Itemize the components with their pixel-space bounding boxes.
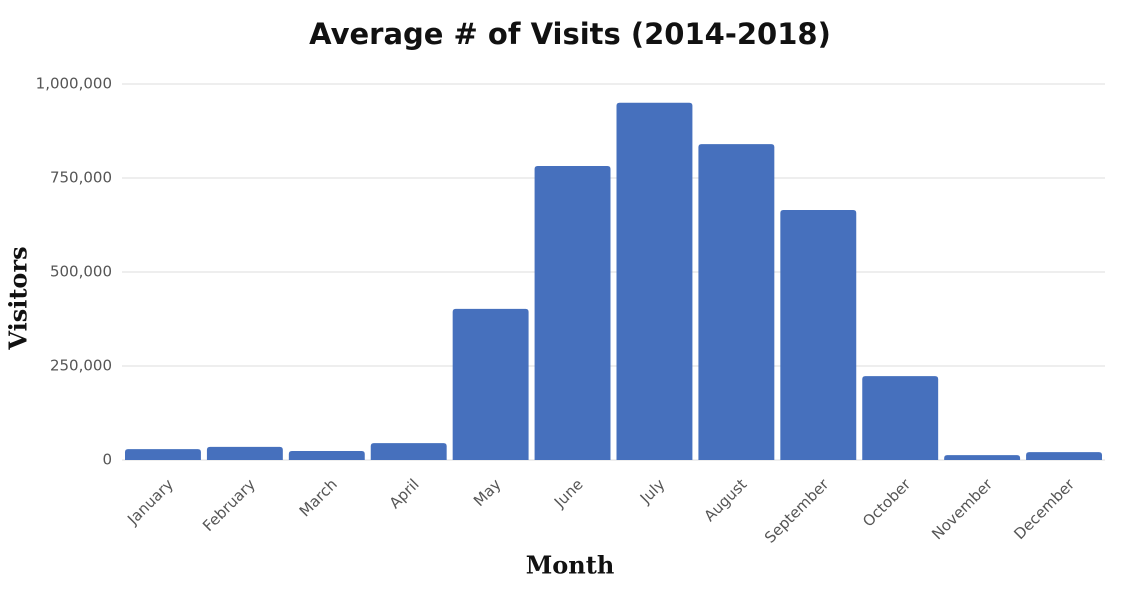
x-tick-label: February <box>199 475 259 535</box>
bar <box>698 144 775 460</box>
bar <box>370 443 447 460</box>
bar <box>780 209 857 460</box>
x-tick-label: January <box>123 475 177 529</box>
x-tick-label: June <box>550 475 587 512</box>
bar <box>125 449 201 460</box>
x-axis-label: Month <box>526 551 615 580</box>
y-tick-label: 1,000,000 <box>36 75 112 93</box>
x-tick-label: November <box>928 475 996 543</box>
bar <box>452 308 529 460</box>
x-tick-label: October <box>859 475 915 531</box>
x-tick-label: August <box>701 475 751 525</box>
bar <box>288 450 365 460</box>
y-axis-label: Visitors <box>4 246 33 350</box>
x-tick-label: July <box>636 475 669 508</box>
bar <box>206 446 283 460</box>
y-tick-label: 750,000 <box>50 169 112 187</box>
bar <box>1026 452 1102 460</box>
x-tick-label: September <box>761 475 833 547</box>
x-tick-label: April <box>386 475 423 512</box>
x-tick-label: March <box>296 475 341 520</box>
y-tick-label: 250,000 <box>50 357 112 375</box>
bar <box>616 102 693 461</box>
x-tick-label: May <box>470 475 505 510</box>
bar <box>862 376 939 460</box>
bar <box>944 455 1021 460</box>
x-tick-label: December <box>1010 475 1078 543</box>
chart-title: Average # of Visits (2014-2018) <box>309 17 831 51</box>
y-tick-label: 0 <box>102 451 112 469</box>
bar <box>534 165 611 460</box>
y-tick-label: 500,000 <box>50 263 112 281</box>
